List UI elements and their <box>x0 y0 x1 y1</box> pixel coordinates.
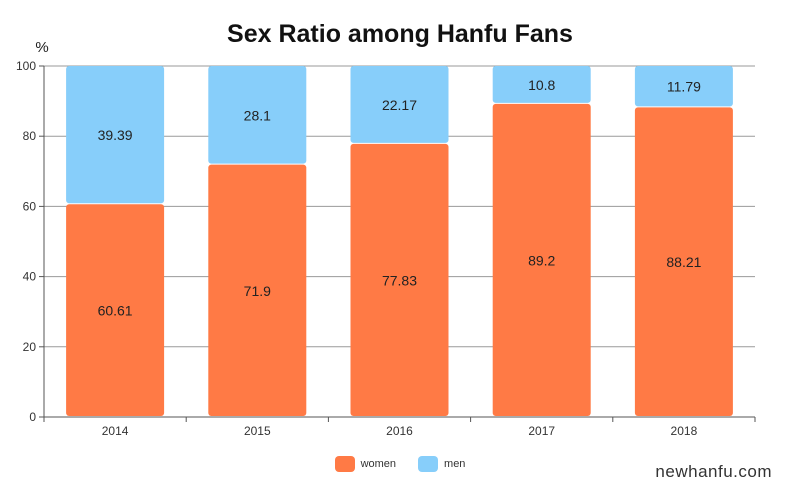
x-tick-label-2016: 2016 <box>386 424 413 438</box>
data-label-men-2016: 22.17 <box>382 97 417 113</box>
data-label-women-2015: 71.9 <box>244 283 271 299</box>
legend-label-women: women <box>360 458 397 470</box>
bar-men-2014 <box>66 66 165 204</box>
data-label-men-2018: 11.79 <box>667 79 701 95</box>
y-tick-label-60: 60 <box>23 199 37 213</box>
data-label-women-2014: 60.61 <box>98 303 133 319</box>
legend-label-men: men <box>444 458 466 470</box>
y-tick-label-100: 100 <box>16 59 36 73</box>
legend-item-men[interactable]: men <box>418 456 465 472</box>
legend-swatch-women <box>334 456 355 472</box>
data-label-women-2017: 89.2 <box>528 252 555 268</box>
data-label-men-2017: 10.8 <box>528 77 555 93</box>
x-tick-label-2014: 2014 <box>102 424 129 438</box>
bar-women-2018 <box>634 107 733 416</box>
data-label-women-2016: 77.83 <box>382 272 417 288</box>
data-label-men-2014: 39.39 <box>98 127 133 143</box>
bar-men-2016 <box>350 66 449 143</box>
legend-item-women[interactable]: women <box>334 456 397 472</box>
bar-women-2016 <box>350 143 449 416</box>
x-tick-label-2017: 2017 <box>528 424 555 438</box>
y-axis-label: % <box>35 39 48 56</box>
bar-women-2015 <box>208 164 307 416</box>
data-label-women-2018: 88.21 <box>666 254 701 270</box>
x-tick-label-2018: 2018 <box>671 424 698 438</box>
legend-swatch-men <box>418 456 439 472</box>
y-tick-label-20: 20 <box>23 340 37 354</box>
bar-women-2017 <box>492 103 591 417</box>
y-tick-label-80: 80 <box>23 129 37 143</box>
chart-title: Sex Ratio among Hanfu Fans <box>227 20 573 48</box>
y-tick-label-0: 0 <box>29 410 36 424</box>
legend: women men <box>0 456 800 472</box>
bar-women-2014 <box>66 204 165 416</box>
data-label-men-2015: 28.1 <box>244 107 271 123</box>
bar-men-2017 <box>492 66 591 103</box>
x-tick-label-2015: 2015 <box>244 424 271 438</box>
bar-men-2015 <box>208 66 307 164</box>
bar-men-2018 <box>634 66 733 107</box>
watermark: newhanfu.com <box>655 462 772 481</box>
y-tick-label-40: 40 <box>23 270 37 284</box>
